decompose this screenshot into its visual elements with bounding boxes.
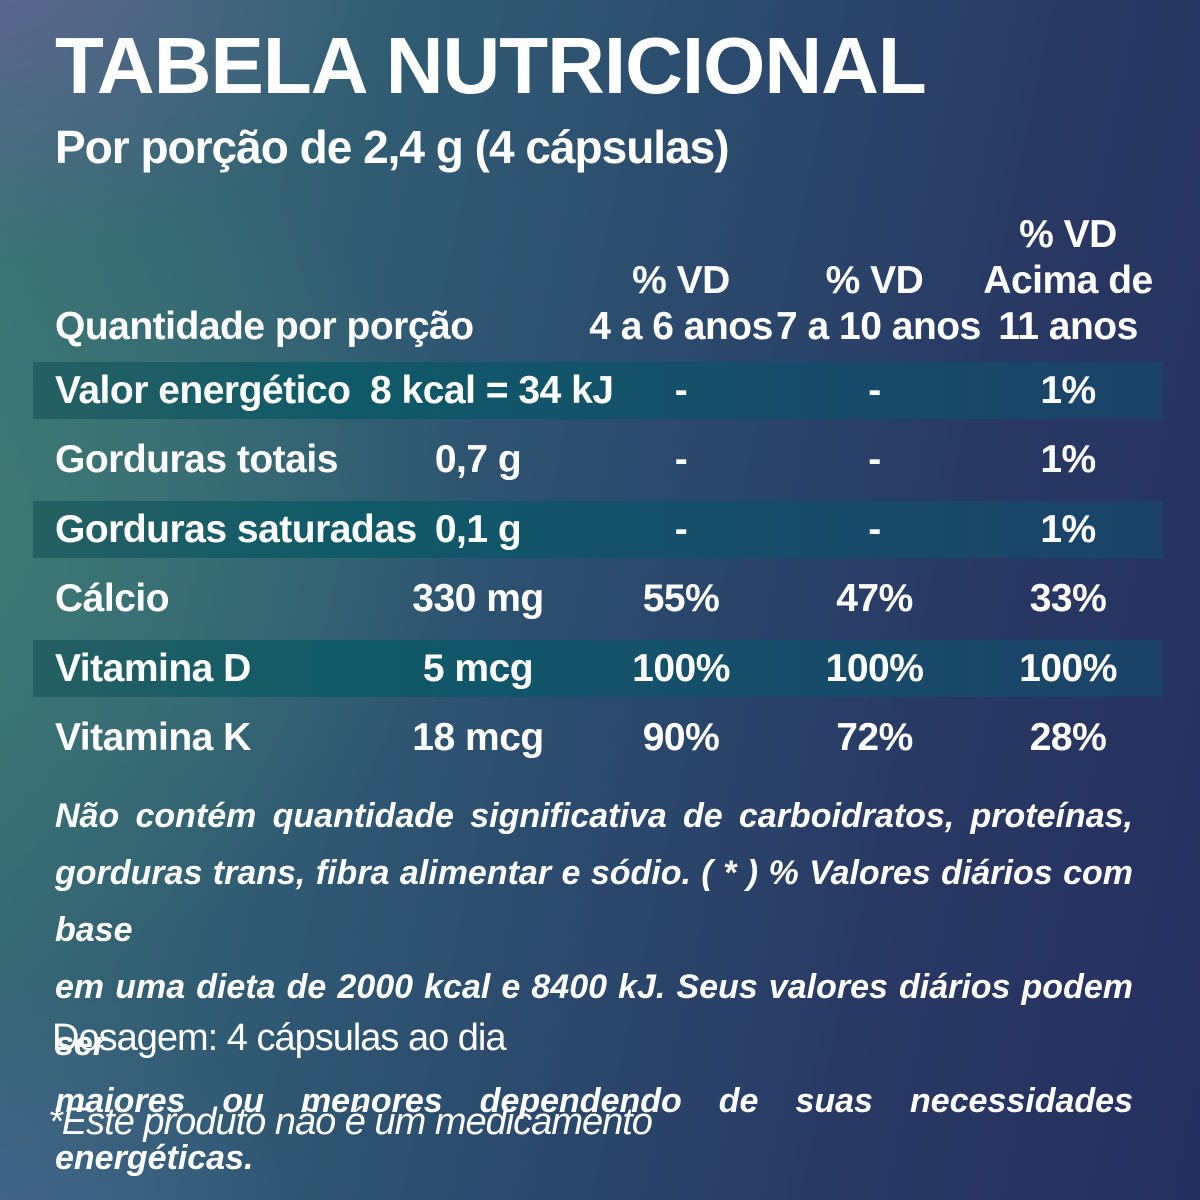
page-title: TABELA NUTRICIONAL [55, 21, 927, 110]
row-vd-7-10: 100% [825, 646, 924, 690]
table-row: Valor energético 8 kcal = 34 kJ - - 1% [33, 362, 1163, 419]
row-vd-4-6: - [674, 507, 688, 551]
row-label: Vitamina D [55, 646, 251, 690]
table-row: Gorduras totais 0,7 g - - 1% [33, 419, 1163, 501]
row-vd-4-6: - [674, 368, 688, 412]
header-col-7-10: % VD 7 a 10 anos [776, 258, 981, 350]
table-row: Vitamina K 18 mcg 90% 72% 28% [33, 697, 1163, 779]
row-label: Gorduras saturadas [55, 507, 417, 551]
disclaimer-text: *Este produto não é um medicamento [48, 1101, 653, 1143]
header-quantity-cell: Quantidade por porção [33, 304, 586, 350]
row-label: Valor energético [55, 368, 351, 412]
header-col-7-10-line2: 7 a 10 anos [776, 305, 981, 348]
row-amount: 0,7 g [434, 438, 522, 481]
row-vd-7-10: - [868, 438, 881, 481]
table-header: Quantidade por porção % VD 4 a 6 anos % … [33, 212, 1163, 350]
footnote-line: em uma dieta de 2000 kcal e 8400 kJ. Seu… [55, 968, 1133, 1063]
row-vd-11: 28% [1029, 716, 1107, 759]
row-vd-11: 1% [1040, 507, 1096, 551]
header-col-11-line3: 11 anos [998, 305, 1138, 348]
header-col-4-6: % VD 4 a 6 anos [586, 258, 776, 350]
table-row: Vitamina D 5 mcg 100% 100% 100% [33, 640, 1163, 697]
header-col-4-6-line1: % VD [632, 259, 730, 302]
row-amount: 0,1 g [434, 507, 522, 551]
row-vd-11: 1% [1040, 368, 1096, 412]
row-vd-4-6: 100% [632, 646, 730, 690]
row-amount: 5 mcg [422, 646, 534, 690]
footnote-line: maiores ou menores dependendo de suas ne… [55, 1082, 1133, 1177]
row-vd-7-10: 72% [836, 716, 913, 759]
row-vd-7-10: - [868, 507, 881, 551]
page-subtitle: Por porção de 2,4 g (4 cápsulas) [55, 121, 730, 173]
table-row: Cálcio 330 mg 55% 47% 33% [33, 558, 1163, 640]
footnote: Não contém quantidade significativa de c… [55, 788, 1133, 1187]
row-vd-7-10: - [868, 368, 881, 412]
row-vd-11: 100% [1019, 646, 1117, 690]
header-col-4-6-line2: 4 a 6 anos [589, 305, 773, 348]
table-row: Gorduras saturadas 0,1 g - - 1% [33, 501, 1163, 558]
dosage-text: Dosagem: 4 cápsulas ao dia [52, 1017, 507, 1059]
row-vd-7-10: 47% [836, 577, 913, 620]
row-label: Gorduras totais [55, 438, 338, 481]
row-vd-4-6: 90% [642, 716, 720, 759]
header-col-7-10-line1: % VD [825, 259, 924, 302]
row-vd-11: 1% [1040, 438, 1096, 481]
row-label: Vitamina K [55, 716, 251, 759]
row-vd-4-6: - [674, 438, 688, 481]
header-col-11-line2: Acima de [983, 259, 1153, 302]
header-quantity-label: Quantidade por porção [55, 305, 474, 348]
footnote-line: gorduras trans, fibra alimentar e sódio.… [55, 854, 1133, 949]
footnote-line: Não contém quantidade significativa de c… [55, 797, 1133, 835]
header-col-11-line1: % VD [1019, 213, 1117, 256]
nutrition-table: Quantidade por porção % VD 4 a 6 anos % … [33, 212, 1163, 779]
table-rows: Valor energético 8 kcal = 34 kJ - - 1% G… [33, 362, 1163, 779]
row-amount: 8 kcal = 34 kJ [370, 368, 614, 412]
row-amount: 330 mg [412, 577, 544, 620]
header-col-11: % VD Acima de 11 anos [973, 212, 1163, 350]
row-label: Cálcio [55, 577, 170, 620]
row-vd-4-6: 55% [642, 577, 720, 620]
row-amount: 18 mcg [412, 716, 544, 759]
row-vd-11: 33% [1029, 577, 1107, 620]
